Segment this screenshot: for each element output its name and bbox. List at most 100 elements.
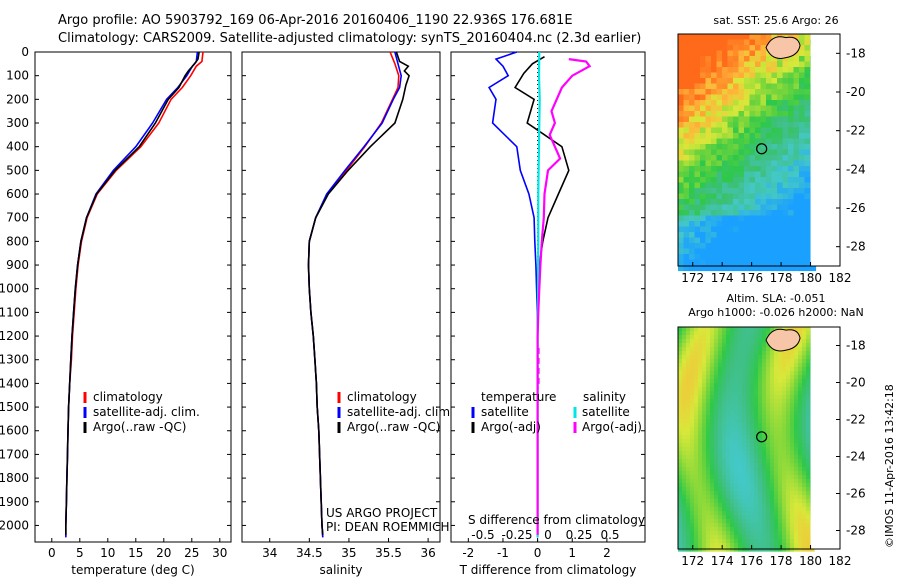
map-cell <box>806 347 811 352</box>
map-cell <box>746 499 751 504</box>
map-cell <box>683 226 690 233</box>
map-cell <box>766 105 773 112</box>
map-cell <box>678 215 685 222</box>
map-cell <box>734 435 739 440</box>
map-cell <box>722 188 729 195</box>
map-cell <box>694 507 699 512</box>
map-cell <box>762 335 767 340</box>
map-cell <box>778 371 783 376</box>
map-cell <box>766 248 773 255</box>
map-cell <box>774 539 779 544</box>
y-tick-label: 1900 <box>0 495 29 509</box>
map-cell <box>678 34 685 41</box>
map-cell <box>714 503 719 508</box>
map-cell <box>744 122 751 129</box>
map-cell <box>718 383 723 388</box>
map-cell <box>716 34 723 41</box>
map-cell <box>786 383 791 388</box>
map-cell <box>686 531 691 536</box>
header-line2: Climatology: CARS2009. Satellite-adjuste… <box>58 31 641 46</box>
map-cell <box>749 210 756 217</box>
map-cell <box>683 232 690 239</box>
map-cell <box>678 395 683 400</box>
map-cell <box>714 331 719 336</box>
map-cell <box>738 226 745 233</box>
map-cell <box>766 359 771 364</box>
map-cell <box>678 515 683 520</box>
map-cell <box>782 94 789 101</box>
map-cell <box>798 391 803 396</box>
map-cell <box>782 471 787 476</box>
map-cell <box>730 539 735 544</box>
map-cell <box>711 94 718 101</box>
map-cell <box>786 499 791 504</box>
map-cell <box>788 111 795 118</box>
map-cell <box>682 539 687 544</box>
map-cell <box>744 72 751 79</box>
map-cell <box>711 177 718 184</box>
map-cell <box>758 387 763 392</box>
map-cell <box>774 411 779 416</box>
map-cell <box>782 451 787 456</box>
map-cell <box>694 144 701 151</box>
map-cell <box>698 467 703 472</box>
map-cell <box>722 491 727 496</box>
map-cell <box>698 411 703 416</box>
map-cell <box>694 447 699 452</box>
map-cell <box>782 375 787 380</box>
map-cell <box>750 443 755 448</box>
map-cell <box>755 56 762 63</box>
map-cell <box>762 519 767 524</box>
map-cell <box>742 375 747 380</box>
map-cell <box>793 34 800 41</box>
map-cell <box>700 188 707 195</box>
map-cell <box>790 399 795 404</box>
map-cell <box>690 507 695 512</box>
map-cell <box>744 193 751 200</box>
map-cell <box>799 232 806 239</box>
map-cell <box>686 339 691 344</box>
map-cell <box>714 351 719 356</box>
map-cell <box>690 395 695 400</box>
map-cell <box>694 335 699 340</box>
top-tick-label: -0.5 <box>471 528 494 542</box>
map-cell <box>749 199 756 206</box>
map-cell <box>738 375 743 380</box>
map-cell <box>771 89 778 96</box>
map-cell <box>722 254 729 261</box>
map-cell <box>678 499 683 504</box>
map-cell <box>738 371 743 376</box>
map-cell <box>705 166 712 173</box>
map-cell <box>698 391 703 396</box>
map-cell <box>730 511 735 516</box>
map-cell <box>726 495 731 500</box>
map-cell <box>710 511 715 516</box>
map-cell <box>760 199 767 206</box>
map-cell <box>804 83 811 90</box>
map-cell <box>734 527 739 532</box>
map-cell <box>770 411 775 416</box>
map-cell <box>766 363 771 368</box>
map-cell <box>722 45 729 52</box>
map-cell <box>726 399 731 404</box>
map-cell <box>798 423 803 428</box>
map-cell <box>722 367 727 372</box>
map-y-tick-label: -26 <box>846 487 866 501</box>
map-cell <box>714 399 719 404</box>
map-cell <box>778 439 783 444</box>
map-cell <box>730 455 735 460</box>
map-cell <box>806 363 811 368</box>
map-cell <box>762 431 767 436</box>
map-cell <box>734 419 739 424</box>
map-cell <box>742 491 747 496</box>
map-cell <box>689 188 696 195</box>
map-cell <box>733 259 740 266</box>
map-cell <box>716 61 723 68</box>
map-cell <box>746 539 751 544</box>
map-cell <box>749 171 756 178</box>
map-cell <box>722 451 727 456</box>
map-cell <box>804 188 811 195</box>
map-cell <box>766 419 771 424</box>
map-cell <box>798 359 803 364</box>
map-cell <box>678 431 683 436</box>
